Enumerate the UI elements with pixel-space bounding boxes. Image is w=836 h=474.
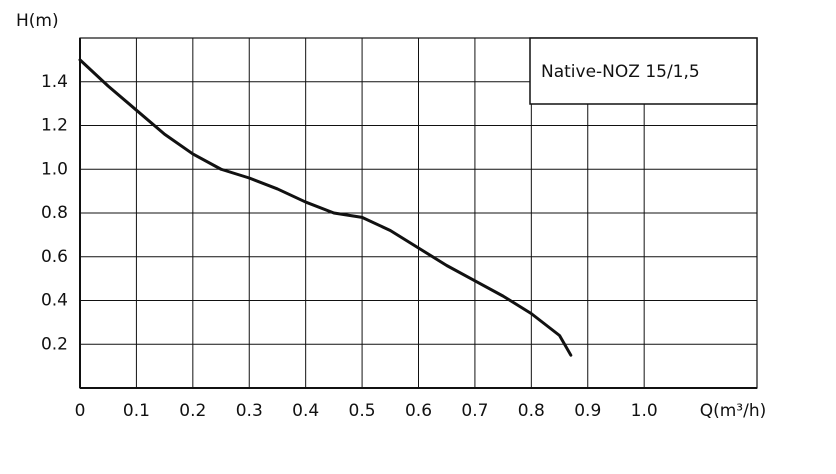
x-tick-label: 0.5: [349, 401, 376, 421]
x-tick-label: 0: [75, 401, 86, 421]
x-tick-label: 0.3: [236, 401, 263, 421]
y-tick-label: 1.2: [41, 116, 68, 136]
x-tick-label: 0.1: [123, 401, 150, 421]
y-tick-label: 0.6: [41, 247, 68, 267]
y-tick-label: 0.2: [41, 334, 68, 354]
x-tick-label: 0.9: [574, 401, 601, 421]
x-tick-label: 0.4: [292, 401, 319, 421]
legend-label: Native-NOZ 15/1,5: [541, 62, 700, 82]
x-axis-label: Q(m³/h): [700, 401, 767, 421]
x-tick-label: 1.0: [631, 401, 658, 421]
curve: [78, 58, 573, 357]
legend-box: [529, 37, 758, 105]
y-tick-label: 0.4: [41, 291, 68, 311]
x-tick-label: 0.6: [405, 401, 432, 421]
x-tick-label: 0.8: [518, 401, 545, 421]
y-tick-label: 0.8: [41, 203, 68, 223]
y-tick-label: 1.0: [41, 159, 68, 179]
y-tick-label: 1.4: [41, 72, 68, 92]
y-axis-label: H(m): [16, 11, 59, 31]
x-tick-label: 0.7: [461, 401, 488, 421]
x-tick-label: 0.2: [179, 401, 206, 421]
